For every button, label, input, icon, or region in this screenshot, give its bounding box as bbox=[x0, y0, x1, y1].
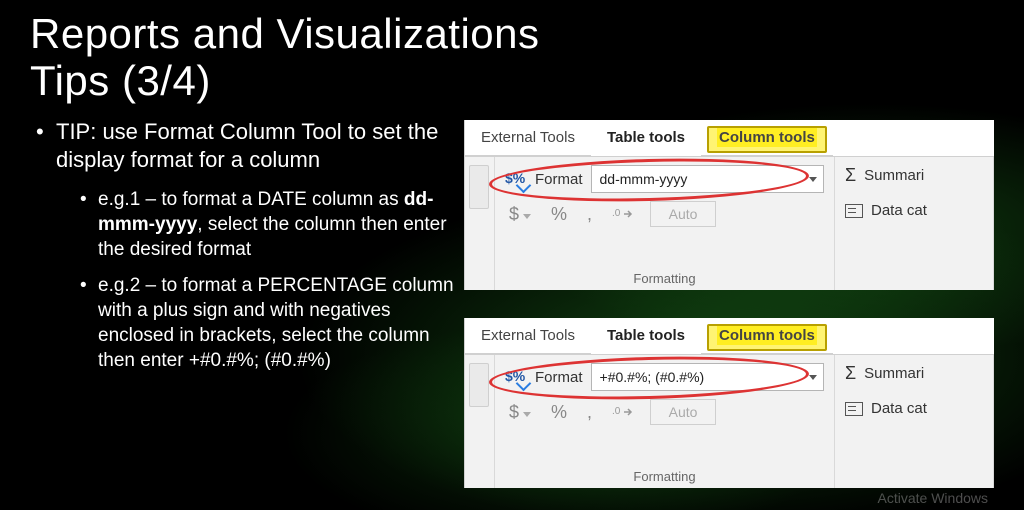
summarize-label: Summari bbox=[864, 167, 924, 184]
tab-table-tools[interactable]: Table tools bbox=[591, 120, 701, 156]
windows-activation-watermark: Activate Windows bbox=[878, 490, 988, 506]
data-category-row[interactable]: Data cat bbox=[845, 202, 983, 219]
decimals-tool[interactable]: .0 bbox=[608, 402, 638, 422]
format-combo[interactable]: +#0.#%; (#0.#%) bbox=[591, 363, 824, 391]
chevron-down-icon bbox=[523, 214, 531, 219]
currency-tool[interactable]: $ bbox=[505, 202, 535, 227]
format-value: dd-mmm-yyyy bbox=[600, 171, 688, 187]
summarization-row[interactable]: Σ Summari bbox=[845, 363, 983, 384]
thousands-tool[interactable]: , bbox=[583, 202, 596, 227]
group-label-formatting: Formatting bbox=[495, 271, 834, 286]
svg-text:.0: .0 bbox=[612, 208, 621, 219]
data-category-label: Data cat bbox=[871, 202, 927, 219]
tab-column-tools[interactable]: Column tools bbox=[701, 318, 833, 354]
decimals-icon: .0 bbox=[612, 206, 634, 222]
ribbon-panel-1: External Tools Table tools Column tools … bbox=[464, 120, 994, 290]
sigma-icon: Σ bbox=[845, 363, 856, 384]
percent-tool[interactable]: % bbox=[547, 400, 571, 425]
decimals-auto[interactable]: Auto bbox=[650, 399, 716, 425]
chevron-down-icon bbox=[809, 177, 817, 182]
ribbon-group-formatting: $% Format +#0.#%; (#0.#%) $ % , bbox=[495, 355, 835, 488]
data-category-icon bbox=[845, 204, 863, 218]
thousands-tool[interactable]: , bbox=[583, 400, 596, 425]
decimals-tool[interactable]: .0 bbox=[608, 204, 638, 224]
chevron-down-icon bbox=[809, 375, 817, 380]
sigma-icon: Σ bbox=[845, 165, 856, 186]
data-category-label: Data cat bbox=[871, 400, 927, 417]
bullet-eg1: e.g.1 – to format a DATE column as dd-mm… bbox=[76, 188, 454, 262]
data-category-row[interactable]: Data cat bbox=[845, 400, 983, 417]
format-icon: $% bbox=[505, 170, 527, 188]
ribbon-group-stub bbox=[465, 157, 495, 290]
bullet-main-text: TIP: use Format Column Tool to set the d… bbox=[56, 119, 438, 172]
stub-button[interactable] bbox=[469, 363, 489, 407]
tab-column-tools[interactable]: Column tools bbox=[701, 120, 833, 156]
format-label: Format bbox=[535, 171, 583, 188]
chevron-down-icon bbox=[523, 412, 531, 417]
ribbon-group-stub bbox=[465, 355, 495, 488]
bullet-main: TIP: use Format Column Tool to set the d… bbox=[30, 118, 454, 373]
slide-title: Reports and Visualizations Tips (3/4) bbox=[30, 10, 994, 104]
ribbon-panel-2: External Tools Table tools Column tools … bbox=[464, 318, 994, 488]
decimals-auto[interactable]: Auto bbox=[650, 201, 716, 227]
ribbon-group-formatting: $% Format dd-mmm-yyyy $ % , bbox=[495, 157, 835, 290]
percent-tool[interactable]: % bbox=[547, 202, 571, 227]
data-category-icon bbox=[845, 402, 863, 416]
format-icon: $% bbox=[505, 368, 527, 386]
eg2-text: e.g.2 – to format a PERCENTAGE column wi… bbox=[98, 275, 454, 370]
summarize-label: Summari bbox=[864, 365, 924, 382]
format-label: Format bbox=[535, 369, 583, 386]
group-label-formatting: Formatting bbox=[495, 469, 834, 484]
tab-table-tools[interactable]: Table tools bbox=[591, 318, 701, 354]
summarization-row[interactable]: Σ Summari bbox=[845, 165, 983, 186]
format-combo[interactable]: dd-mmm-yyyy bbox=[591, 165, 824, 193]
bullet-eg2: e.g.2 – to format a PERCENTAGE column wi… bbox=[76, 274, 454, 373]
svg-text:.0: .0 bbox=[612, 406, 621, 417]
ribbon-group-properties: Σ Summari Data cat bbox=[835, 157, 994, 290]
ribbon-group-properties: Σ Summari Data cat bbox=[835, 355, 994, 488]
tab-external-tools[interactable]: External Tools bbox=[465, 120, 591, 156]
decimals-icon: .0 bbox=[612, 404, 634, 420]
tab-external-tools[interactable]: External Tools bbox=[465, 318, 591, 354]
format-value: +#0.#%; (#0.#%) bbox=[600, 369, 705, 385]
currency-tool[interactable]: $ bbox=[505, 400, 535, 425]
eg1-pre: e.g.1 – to format a DATE column as bbox=[98, 189, 404, 210]
stub-button[interactable] bbox=[469, 165, 489, 209]
title-line-1: Reports and Visualizations bbox=[30, 10, 540, 57]
title-line-2: Tips (3/4) bbox=[30, 57, 211, 104]
